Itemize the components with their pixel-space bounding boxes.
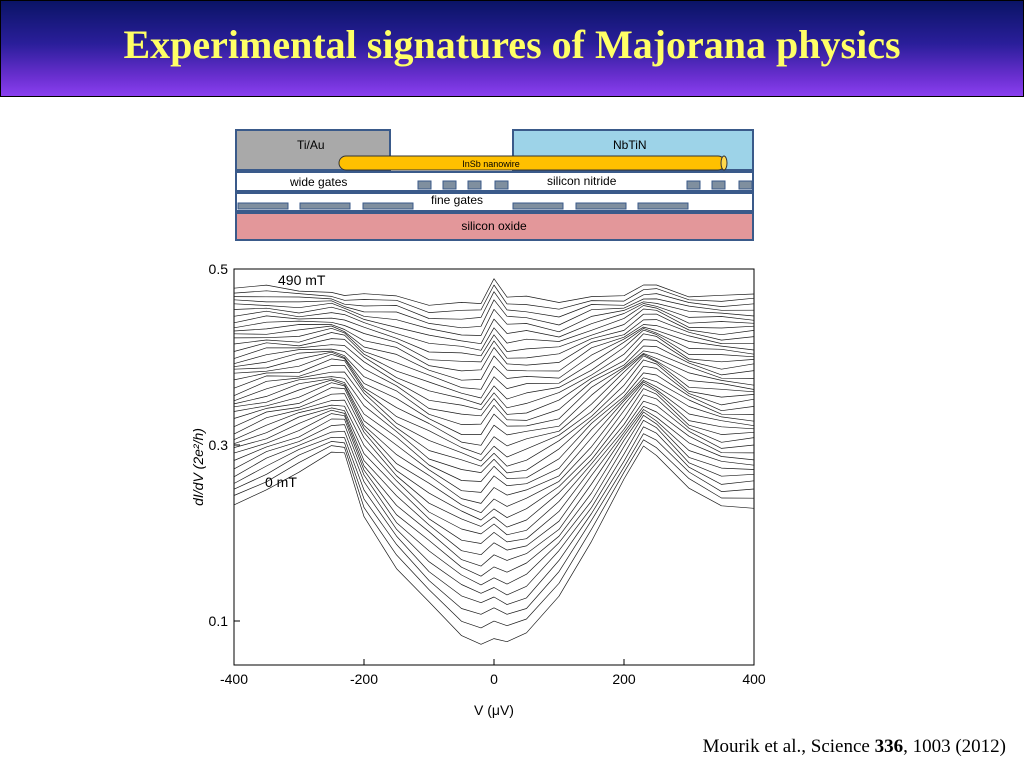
xlabel: V (μV)	[474, 702, 514, 718]
conductance-trace	[233, 355, 755, 462]
y-tick-label: 0.5	[209, 261, 229, 277]
annotation-0mt: 0 mT	[265, 474, 297, 490]
conductance-trace	[233, 353, 755, 455]
x-tick-label: 200	[612, 671, 636, 687]
conductance-trace	[233, 409, 755, 567]
conductance-trace	[233, 326, 755, 390]
x-tick-label: 400	[742, 671, 766, 687]
conductance-trace	[233, 345, 755, 425]
conductance-trace	[233, 380, 755, 504]
conductance-trace	[233, 394, 755, 536]
ylabel: dI/dV (2e²/h)	[190, 428, 206, 506]
x-tick-label: 0	[490, 671, 498, 687]
device-schematic: Ti/Au NbTiN InSb nanowire wide gates sil…	[235, 129, 754, 241]
conductance-trace	[233, 324, 755, 381]
silicon-oxide-layer	[235, 212, 754, 241]
nanowire-label: InSb nanowire	[462, 159, 520, 169]
tiau-label: Ti/Au	[297, 138, 325, 152]
conductance-trace	[233, 405, 755, 556]
conductance-trace	[233, 419, 755, 596]
conductance-plot: -400 -200 0 200 400 0.1 0.3 0.5 dI/dV (2e²/h) V…	[190, 261, 766, 718]
conductance-trace	[233, 426, 755, 605]
nanowire	[338, 155, 726, 171]
conductance-trace	[233, 411, 755, 577]
conductance-trace	[233, 284, 755, 313]
conductance-trace	[233, 414, 755, 586]
citation-suffix: , 1003 (2012)	[903, 736, 1006, 757]
conductance-trace	[233, 365, 755, 474]
curves-group	[233, 278, 755, 645]
conductance-trace	[233, 303, 755, 345]
conductance-trace	[233, 301, 755, 336]
x-tick-label: -400	[220, 671, 248, 687]
conductance-trace	[233, 278, 755, 306]
annotation-490mt: 490 mT	[278, 272, 326, 288]
conductance-trace	[233, 353, 755, 446]
fine-gates-label: fine gates	[431, 193, 483, 207]
citation-prefix: Mourik et al., Science	[702, 736, 875, 757]
x-tick-label: -200	[350, 671, 378, 687]
fine-gate-strips	[237, 202, 689, 210]
conductance-trace	[233, 439, 755, 629]
silicon-nitride-label: silicon nitride	[547, 174, 617, 188]
conductance-trace	[233, 333, 755, 411]
citation-volume: 336	[874, 736, 904, 757]
nanowire-end	[720, 155, 728, 171]
conductance-trace	[233, 308, 755, 357]
y-tick-label: 0.3	[209, 437, 229, 453]
conductance-trace	[233, 381, 755, 514]
conductance-trace	[233, 305, 755, 351]
conductance-trace	[233, 400, 755, 544]
wide-gate-pads	[417, 180, 753, 190]
conductance-trace	[233, 298, 755, 329]
conductance-trace	[233, 329, 755, 405]
title-bar: Experimental signatures of Majorana phys…	[0, 0, 1024, 97]
tiau-contact	[235, 129, 391, 171]
nbtin-label: NbTiN	[613, 138, 647, 152]
conductance-trace	[233, 339, 755, 417]
silicon-oxide-label: silicon oxide	[461, 219, 527, 233]
conductance-trace	[233, 319, 755, 372]
axes-group: -400 -200 0 200 400 0.1 0.3 0.5	[209, 261, 766, 687]
conductance-trace	[233, 372, 755, 482]
conductance-trace	[233, 377, 755, 493]
citation: Mourik et al., Science 336, 1003 (2012)	[703, 736, 1006, 758]
conductance-trace	[233, 291, 755, 320]
conductance-trace	[233, 313, 755, 363]
conductance-trace	[233, 433, 755, 615]
y-tick-label: 0.1	[209, 613, 229, 629]
conductance-trace	[233, 383, 755, 521]
conductance-trace	[233, 328, 755, 399]
conductance-trace	[233, 445, 755, 645]
conductance-trace	[233, 388, 755, 528]
slide-title: Experimental signatures of Majorana phys…	[123, 22, 901, 67]
wide-gates-label: wide gates	[289, 175, 347, 189]
conductance-trace	[233, 359, 755, 467]
conductance-trace	[233, 350, 755, 435]
